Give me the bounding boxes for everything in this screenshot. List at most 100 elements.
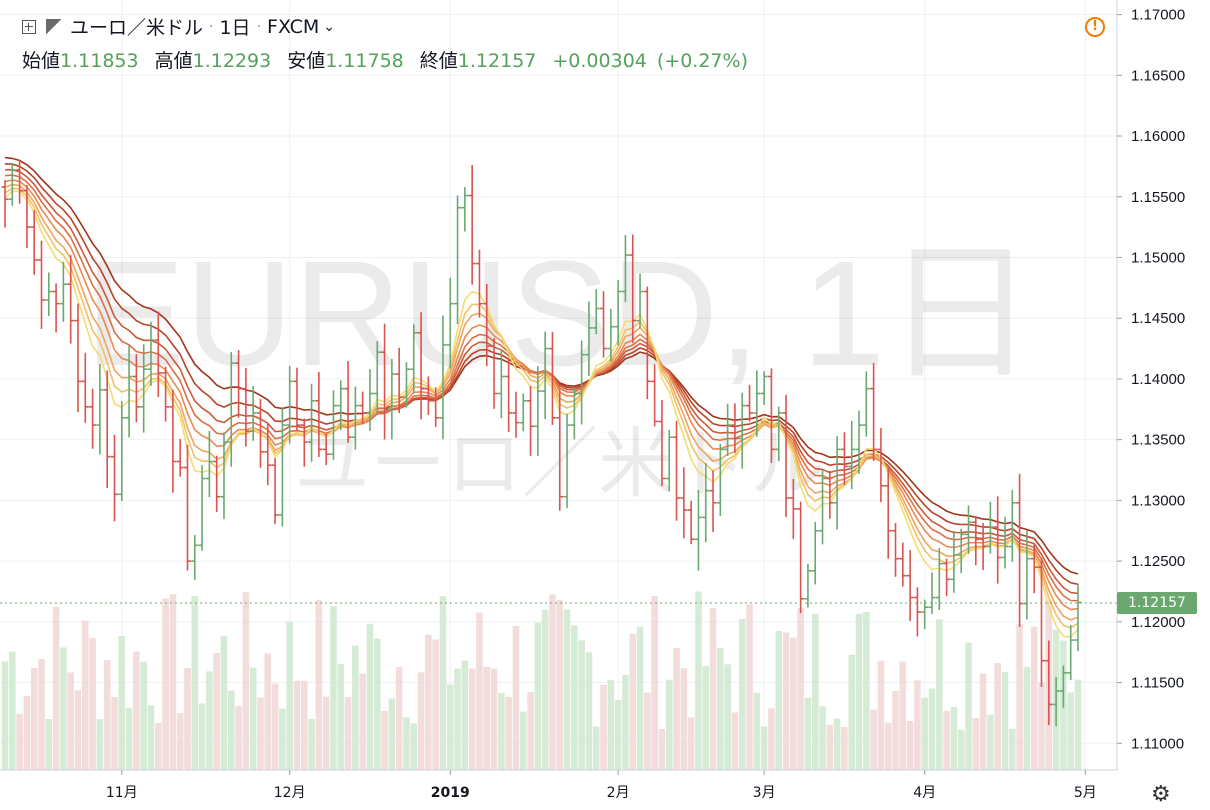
volume-bar <box>198 703 206 770</box>
price-tick-label: 1.12000 <box>1131 614 1185 631</box>
ohlc-bar <box>388 358 396 440</box>
ohlc-bar <box>45 272 53 317</box>
ohlc-bar <box>694 490 702 571</box>
volume-bar <box>476 612 483 770</box>
volume-bar <box>826 724 834 770</box>
ohlc-bar <box>607 308 615 362</box>
ohlc-bar <box>767 368 775 463</box>
ohlc-bar <box>293 367 301 431</box>
symbol-name[interactable]: ユーロ／米ドル <box>70 17 204 39</box>
price-tick-label: 1.11500 <box>1131 675 1184 692</box>
price-tick-label: 1.17000 <box>1131 7 1185 24</box>
volume-bar <box>687 717 695 770</box>
ohlc-bar <box>636 273 644 328</box>
volume-bar <box>446 684 454 770</box>
low-value: 1.11758 <box>325 50 404 72</box>
volume-bar <box>184 667 191 770</box>
ohlc-bar <box>731 403 739 454</box>
volume-bar <box>768 708 775 770</box>
settings-gear-icon[interactable]: ⚙ <box>1151 782 1171 807</box>
volume-bar <box>366 623 374 770</box>
volume-bar <box>607 679 615 770</box>
volume-bar <box>541 609 549 770</box>
ohlc-bar <box>256 398 264 468</box>
ohlc-bar <box>410 324 418 394</box>
warning-icon[interactable]: ! <box>1085 17 1105 37</box>
chevron-down-icon[interactable]: ⌄ <box>323 18 335 35</box>
ohlc-bar <box>570 387 578 440</box>
interval-label[interactable]: 1日 <box>219 17 251 39</box>
volume-bar <box>67 672 74 770</box>
ohlc-bar <box>147 321 155 386</box>
volume-bar <box>38 659 45 770</box>
ohlc-bar <box>395 347 403 414</box>
exchange-label[interactable]: FXCM <box>267 15 320 38</box>
ohlc-bar <box>468 164 476 285</box>
volume-bar <box>308 718 315 770</box>
ohlc-bar <box>439 315 447 440</box>
volume-bar <box>936 619 943 770</box>
volume-bar <box>279 708 286 770</box>
ohlc-bar <box>140 344 148 433</box>
volume-bar <box>60 647 67 770</box>
ohlc-bar <box>527 385 535 456</box>
price-tick-label: 1.15500 <box>1131 189 1185 206</box>
ohlc-bar <box>227 352 235 467</box>
ohlc-row: 始値 1.11853 高値 1.12293 安値 1.11758 終値 1.12… <box>22 46 758 73</box>
volume-bar <box>395 666 403 770</box>
ohlc-bar <box>673 420 681 521</box>
volume-bar <box>1038 682 1045 770</box>
ohlc-bar <box>512 391 520 438</box>
volume-bar <box>9 651 16 770</box>
ohlc-bar <box>877 428 885 503</box>
volume-bar <box>352 645 359 770</box>
volume-bar <box>206 671 213 770</box>
volume-bar <box>994 663 1001 770</box>
ohlc-bar <box>52 283 60 333</box>
ohlc-bar <box>585 301 593 376</box>
add-symbol-icon[interactable] <box>22 19 36 34</box>
volume-bar <box>454 668 461 770</box>
volume-bar <box>709 607 717 770</box>
volume-bar <box>373 638 381 770</box>
last-price-tag: 1.12157 <box>1117 592 1197 614</box>
volume-bar <box>811 613 819 770</box>
volume-bar <box>804 697 812 770</box>
ohlc-bar <box>461 187 469 232</box>
ohlc-bar <box>23 185 31 249</box>
ohlc-bar <box>921 599 929 630</box>
ohlc-bar <box>986 501 994 554</box>
volume-bar <box>571 625 578 770</box>
volume-bar <box>439 596 447 770</box>
ohlc-bar <box>643 286 651 400</box>
volume-bar <box>227 690 235 770</box>
volume-bar <box>928 688 936 770</box>
volume-bar <box>790 637 797 770</box>
watermark-main: EURUSD, 1日 <box>85 229 1035 397</box>
volume-bar <box>519 711 527 770</box>
volume-bar <box>775 631 783 770</box>
volume-bar <box>242 592 250 770</box>
volume-bar <box>965 642 972 770</box>
ohlc-bar <box>1059 665 1067 708</box>
volume-bar <box>74 690 82 770</box>
ohlc-bar <box>782 394 790 518</box>
volume-bar <box>651 596 658 770</box>
volume-bar <box>731 712 739 770</box>
volume-bar <box>45 719 53 770</box>
ohlc-bar <box>337 380 345 430</box>
ohlc-bar <box>125 345 133 438</box>
low-label: 安値 <box>287 50 326 72</box>
ohlc-bar <box>103 370 111 488</box>
ohlc-bar <box>760 371 768 405</box>
price-bars <box>1 160 1082 727</box>
volume-bar <box>359 673 366 770</box>
volume-bar <box>870 709 877 770</box>
ohlc-bar <box>862 371 870 437</box>
time-tick-label: 5月 <box>1074 785 1097 801</box>
ohlc-bar <box>592 289 600 335</box>
volume-bar <box>957 729 965 770</box>
ohlc-bar <box>913 587 921 637</box>
